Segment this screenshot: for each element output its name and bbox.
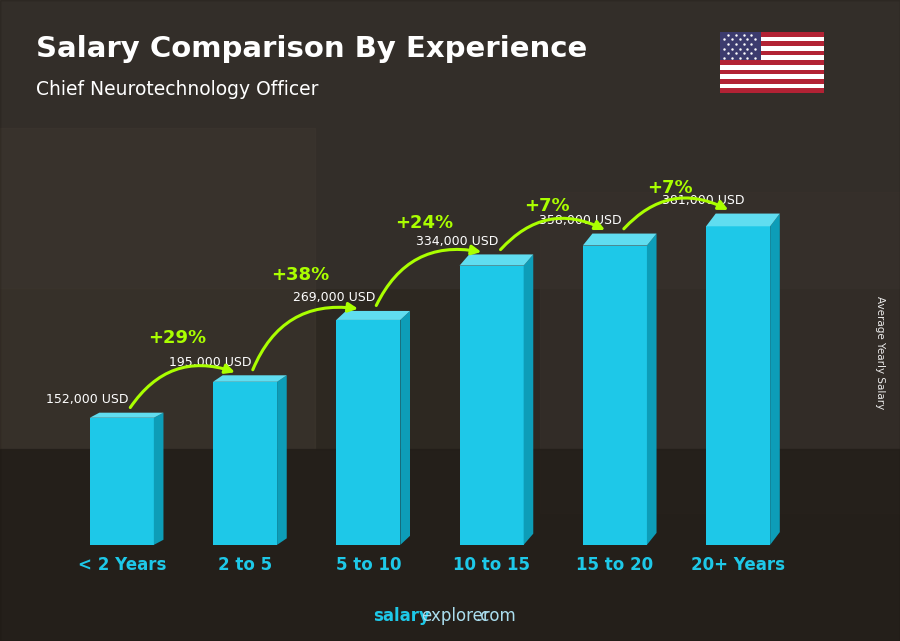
Text: Average Yearly Salary: Average Yearly Salary <box>875 296 886 409</box>
Polygon shape <box>706 213 779 226</box>
Text: +7%: +7% <box>647 179 693 197</box>
Bar <box>90 418 154 545</box>
Text: 334,000 USD: 334,000 USD <box>416 235 499 247</box>
Text: Chief Neurotechnology Officer: Chief Neurotechnology Officer <box>36 80 319 99</box>
Text: +38%: +38% <box>272 266 329 284</box>
Bar <box>0 0 900 288</box>
Polygon shape <box>647 233 656 545</box>
Bar <box>460 265 524 545</box>
Text: +29%: +29% <box>148 329 206 347</box>
Bar <box>720 46 824 51</box>
Bar <box>720 65 824 69</box>
Text: explorer: explorer <box>421 607 490 625</box>
Text: +24%: +24% <box>395 214 453 232</box>
Bar <box>720 37 824 42</box>
Polygon shape <box>400 311 410 545</box>
Text: salary: salary <box>374 607 430 625</box>
Polygon shape <box>337 311 410 320</box>
Text: 152,000 USD: 152,000 USD <box>46 393 129 406</box>
Bar <box>720 32 761 60</box>
Bar <box>720 74 824 79</box>
Polygon shape <box>583 233 656 246</box>
Bar <box>720 83 824 88</box>
Bar <box>720 69 824 74</box>
Bar <box>720 51 824 56</box>
Bar <box>720 60 824 65</box>
Bar <box>720 32 824 37</box>
Text: Salary Comparison By Experience: Salary Comparison By Experience <box>36 35 587 63</box>
Bar <box>337 320 400 545</box>
Bar <box>706 226 770 545</box>
Bar <box>0 449 900 641</box>
Polygon shape <box>524 254 534 545</box>
Bar <box>720 79 824 83</box>
Polygon shape <box>460 254 534 265</box>
Polygon shape <box>277 375 287 545</box>
Polygon shape <box>154 413 164 545</box>
Text: +7%: +7% <box>525 197 570 215</box>
Bar <box>540 192 900 513</box>
Text: 195,000 USD: 195,000 USD <box>169 356 252 369</box>
Bar <box>0 128 315 449</box>
Text: 269,000 USD: 269,000 USD <box>292 291 375 304</box>
Polygon shape <box>90 413 164 418</box>
Bar <box>720 56 824 60</box>
Text: 381,000 USD: 381,000 USD <box>662 194 745 207</box>
Polygon shape <box>770 213 779 545</box>
Text: .com: .com <box>475 607 516 625</box>
Text: 358,000 USD: 358,000 USD <box>539 214 622 227</box>
Polygon shape <box>213 375 287 382</box>
Bar <box>720 42 824 46</box>
Bar <box>213 382 277 545</box>
Bar <box>583 246 647 545</box>
Bar <box>720 88 824 93</box>
